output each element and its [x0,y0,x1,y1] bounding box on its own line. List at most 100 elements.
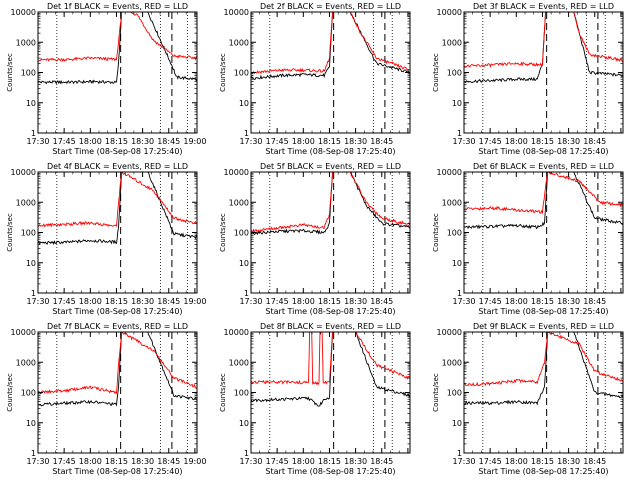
x-tick-label: 17:45 [266,457,289,466]
y-tick-label: 1 [244,289,249,298]
y-axis-label: Counts/sec [6,213,14,252]
x-tick-label: 17:30 [452,137,475,146]
panel-7: Det 7f BLACK = Events, RED = LLD 1 10 100 10… [6,322,206,476]
panel-title: Det 8f BLACK = Events, RED = LLD [260,322,401,331]
plot-frame [463,171,624,294]
series-group [464,12,623,84]
y-tick-label: 10 [452,419,462,428]
x-tick-label: 18:45 [370,457,393,466]
panel-title: Det 9f BLACK = Events, RED = LLD [473,322,614,331]
x-tick-label: 18:30 [557,297,580,306]
y-tick-label: 100 [234,69,249,78]
series-line-lld [251,332,410,386]
x-tick-label: 18:00 [79,457,102,466]
x-tick-label: 18:30 [344,297,367,306]
y-tick-label: 10000 [11,328,36,337]
x-tick-label: 18:45 [157,137,180,146]
x-tick-label: 18:30 [131,297,154,306]
y-tick-label: 10 [452,259,462,268]
x-axis-label: Start Time (08-Sep-08 17:25:40) [478,307,608,316]
x-tick-label: 18:00 [505,297,528,306]
x-tick-label: 18:15 [105,457,128,466]
x-tick-label: 18:15 [318,457,341,466]
y-tick-label: 1000 [442,198,462,207]
y-axis-label: Counts/sec [6,373,14,412]
y-tick-label: 10 [239,419,249,428]
x-tick-label: 18:45 [583,457,606,466]
y-tick-label: 10 [452,99,462,108]
x-tick-label: 18:30 [131,137,154,146]
x-tick-label: 17:30 [452,297,475,306]
x-tick-label: 18:30 [344,137,367,146]
y-axis-label: Counts/sec [432,53,440,92]
y-tick-label: 10000 [11,168,36,177]
y-tick-label: 100 [21,69,36,78]
x-tick-label: 18:15 [318,297,341,306]
x-tick-label: 18:30 [131,457,154,466]
x-tick-label: 17:30 [239,297,262,306]
series-line-events [251,12,410,80]
x-tick-label: 17:30 [26,297,49,306]
x-tick-label: 17:45 [266,297,289,306]
series-line-lld [464,332,623,387]
y-tick-label: 1 [31,289,36,298]
x-tick-label: 18:00 [505,457,528,466]
y-tick-label: 1000 [229,198,249,207]
series-line-lld [38,332,197,395]
x-tick-label: 18:45 [157,457,180,466]
series-line-events [464,332,623,406]
series-line-lld [251,172,410,234]
y-axis-label: Counts/sec [432,373,440,412]
x-tick-label: 18:00 [505,137,528,146]
series-group [38,332,197,407]
x-tick-label: 19:00 [183,457,206,466]
y-tick-label: 10 [26,259,36,268]
x-tick-label: 19:00 [183,137,206,146]
x-axis-label: Start Time (08-Sep-08 17:25:40) [478,467,608,476]
x-tick-label: 18:45 [157,297,180,306]
series-line-events [38,172,197,246]
panel-8: Det 8f BLACK = Events, RED = LLD 1 10 100 10… [219,322,411,476]
series-group [251,172,410,236]
x-tick-label: 17:45 [53,457,76,466]
x-tick-label: 18:15 [531,457,554,466]
x-tick-label: 18:15 [531,137,554,146]
series-line-lld [464,172,623,215]
x-tick-label: 18:45 [583,297,606,306]
y-tick-label: 10 [239,259,249,268]
y-tick-label: 1000 [16,198,36,207]
y-tick-label: 10 [239,99,249,108]
x-tick-label: 18:15 [318,137,341,146]
x-axis-label: Start Time (08-Sep-08 17:25:40) [52,307,182,316]
plot-frame [250,331,411,454]
y-tick-label: 1 [244,449,249,458]
x-tick-label: 18:00 [292,297,315,306]
y-tick-label: 1 [457,289,462,298]
x-axis-label: Start Time (08-Sep-08 17:25:40) [265,307,395,316]
series-line-lld [38,12,197,63]
x-axis-label: Start Time (08-Sep-08 17:25:40) [52,467,182,476]
x-tick-label: 17:45 [266,137,289,146]
x-tick-label: 18:15 [531,297,554,306]
y-tick-label: 10 [26,419,36,428]
x-tick-label: 18:00 [79,137,102,146]
series-group [38,172,197,246]
x-tick-label: 17:30 [26,137,49,146]
series-line-lld [464,12,623,69]
y-tick-label: 100 [447,229,462,238]
y-tick-label: 10000 [437,168,462,177]
y-tick-label: 100 [21,229,36,238]
x-axis-label: Start Time (08-Sep-08 17:25:40) [478,147,608,156]
plot-frame [250,11,411,134]
y-axis-label: Counts/sec [219,213,227,252]
x-tick-label: 17:45 [53,137,76,146]
x-tick-label: 18:45 [370,297,393,306]
x-tick-label: 17:45 [479,137,502,146]
x-tick-label: 18:15 [105,137,128,146]
x-tick-label: 17:45 [53,297,76,306]
y-tick-label: 1 [31,129,36,138]
y-tick-label: 1000 [442,358,462,367]
series-group [251,332,410,407]
y-tick-label: 10000 [224,8,249,17]
